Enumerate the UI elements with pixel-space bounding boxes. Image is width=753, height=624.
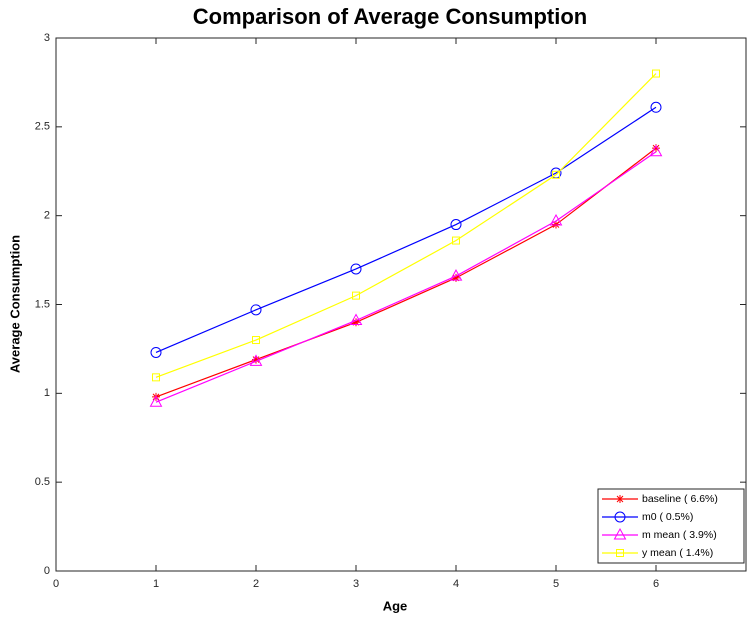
data-point: [452, 236, 460, 245]
data-point: [549, 213, 563, 226]
y-tick-label: 2: [44, 210, 50, 222]
x-tick-label: 1: [153, 578, 159, 590]
data-point: [552, 170, 560, 179]
data-point: [150, 346, 162, 358]
data-point: [350, 263, 362, 275]
y-tick-label: 0: [44, 565, 50, 577]
y-axis-label: Average Consumption: [7, 235, 22, 373]
data-point: [352, 318, 360, 327]
data-point: [649, 144, 663, 157]
x-tick-label: 6: [653, 578, 659, 590]
data-point: [449, 269, 463, 281]
data-point: [652, 69, 660, 78]
x-tick-label: 0: [53, 578, 59, 590]
x-tick-label: 4: [453, 578, 459, 590]
data-point: [250, 304, 262, 316]
data-point: [249, 354, 263, 366]
series-line: [155, 106, 657, 354]
data-point: [149, 395, 163, 407]
data-point: [349, 313, 363, 325]
data-point: [252, 355, 260, 364]
y-tick-label: 0.5: [35, 476, 50, 488]
legend-label: y mean ( 1.4%): [642, 547, 713, 559]
x-tick-label: 5: [553, 578, 559, 590]
series-line: [155, 73, 657, 378]
data-point: [650, 101, 662, 113]
legend-marker: [614, 511, 626, 523]
data-point: [450, 219, 462, 231]
legend-label: m mean ( 3.9%): [642, 529, 717, 541]
y-tick-label: 1: [44, 387, 50, 399]
series-line: [155, 151, 657, 403]
y-tick-label: 2.5: [35, 121, 50, 133]
data-point: [252, 336, 260, 345]
data-point: [152, 373, 160, 382]
legend: baseline ( 6.6%) m0 ( 0.5%) m mean ( 3.9%)…: [597, 488, 745, 564]
x-tick-label: 2: [253, 578, 259, 590]
legend-marker: [616, 495, 624, 503]
chart-title: Comparison of Average Consumption: [193, 4, 587, 29]
legend-marker: [613, 527, 627, 540]
data-point: [352, 291, 360, 300]
x-tick-label: 3: [353, 578, 359, 590]
legend-marker: [616, 549, 624, 557]
series-line: [155, 147, 657, 398]
legend-label: baseline ( 6.6%): [642, 493, 718, 505]
y-tick-label: 1.5: [35, 298, 50, 310]
y-tick-label: 3: [44, 32, 50, 44]
legend-label: m0 ( 0.5%): [642, 511, 693, 523]
data-point: [452, 273, 460, 282]
x-axis-label: Age: [383, 598, 408, 613]
data-point: [652, 144, 660, 153]
